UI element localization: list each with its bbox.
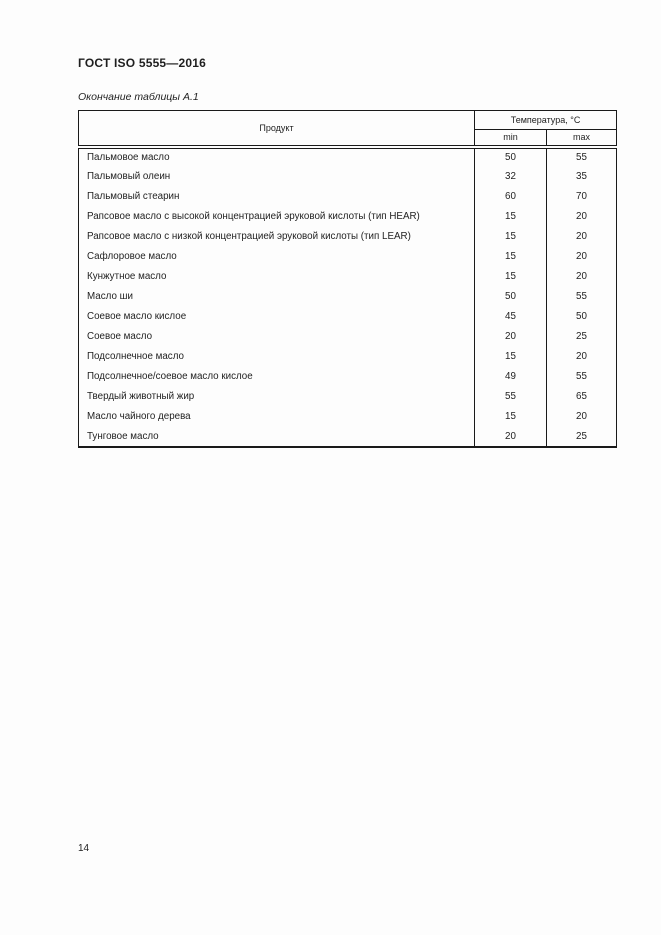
product-cell: Рапсовое масло с высокой концентрацией э…	[78, 206, 475, 227]
document-header-title: ГОСТ ISO 5555—2016	[78, 56, 207, 70]
table-row: Пальмовый олеин 32 35	[78, 166, 617, 187]
min-cell: 15	[474, 206, 547, 227]
max-cell: 20	[576, 211, 587, 222]
max-cell: 20	[576, 231, 587, 242]
max-cell: 55	[576, 152, 587, 163]
product-cell: Рапсовое масло с низкой концентрацией эр…	[78, 226, 475, 247]
product-cell: Подсолнечное масло	[78, 346, 475, 367]
page-number: 14	[78, 843, 90, 854]
min-cell: 15	[474, 346, 547, 367]
product-cell: Пальмовый олеин	[78, 166, 475, 187]
table-row: Пальмовый стеарин 60 70	[78, 186, 617, 207]
table-header-temperature: Температура, °С	[474, 110, 617, 130]
table-caption: Окончание таблицы А.1	[78, 91, 199, 103]
min-cell: 15	[474, 266, 547, 287]
table-header-min: min	[474, 129, 547, 149]
product-cell: Кунжутное масло	[78, 266, 475, 287]
max-cell: 35	[576, 171, 587, 182]
max-cell: 55	[576, 291, 587, 302]
min-cell: 20	[474, 326, 547, 347]
table-row: Подсолнечное/соевое масло кислое 49 55	[78, 366, 617, 387]
min-cell: 55	[474, 386, 547, 407]
min-cell: 15	[474, 406, 547, 427]
min-cell: 49	[474, 366, 547, 387]
table-row: Тунговое масло 20 25	[78, 426, 617, 447]
min-cell: 50	[474, 286, 547, 307]
product-cell: Подсолнечное/соевое масло кислое	[78, 366, 475, 387]
table-row: Рапсовое масло с низкой концентрацией эр…	[78, 226, 617, 247]
table-header-max: max	[546, 129, 617, 149]
products-table: Продукт Температура, °С min max Пальмово…	[78, 110, 618, 448]
max-cell: 20	[576, 271, 587, 282]
table-row: Кунжутное масло 15 20	[78, 266, 617, 287]
product-cell: Тунговое масло	[78, 426, 475, 447]
table-row: Масло ши 50 55	[78, 286, 617, 307]
table-header-product: Продукт	[78, 110, 475, 149]
product-cell: Масло ши	[78, 286, 475, 307]
table-row: Соевое масло 20 25	[78, 326, 617, 347]
product-cell: Соевое масло	[78, 326, 475, 347]
max-cell: 50	[576, 311, 587, 322]
table-row: Рапсовое масло с высокой концентрацией э…	[78, 206, 617, 227]
max-cell: 20	[576, 411, 587, 422]
product-cell: Соевое масло кислое	[78, 306, 475, 327]
table-row: Соевое масло кислое 45 50	[78, 306, 617, 327]
max-cell: 70	[576, 191, 587, 202]
min-cell: 15	[474, 246, 547, 267]
max-cell: 20	[576, 251, 587, 262]
max-cell: 25	[576, 331, 587, 342]
product-cell: Сафлоровое масло	[78, 246, 475, 267]
max-cell: 55	[576, 371, 587, 382]
table-row: Подсолнечное масло 15 20	[78, 346, 617, 367]
table-row: Масло чайного дерева 15 20	[78, 406, 617, 427]
min-cell: 50	[474, 146, 547, 167]
min-cell: 20	[474, 426, 547, 447]
max-cell: 65	[576, 391, 587, 402]
min-cell: 32	[474, 166, 547, 187]
product-cell: Масло чайного дерева	[78, 406, 475, 427]
product-cell: Пальмовое масло	[78, 146, 475, 167]
max-cell: 25	[576, 430, 587, 442]
max-cell: 20	[576, 351, 587, 362]
min-cell: 15	[474, 226, 547, 247]
product-cell: Твердый животный жир	[78, 386, 475, 407]
table-body: Пальмовое масло 50 55 Пальмовый олеин 32 35 Па…	[78, 146, 617, 447]
min-cell: 60	[474, 186, 547, 207]
product-cell: Пальмовый стеарин	[78, 186, 475, 207]
min-cell: 45	[474, 306, 547, 327]
table-row: Твердый животный жир 55 65	[78, 386, 617, 407]
table-row: Сафлоровое масло 15 20	[78, 246, 617, 267]
table-row: Пальмовое масло 50 55	[78, 146, 617, 167]
